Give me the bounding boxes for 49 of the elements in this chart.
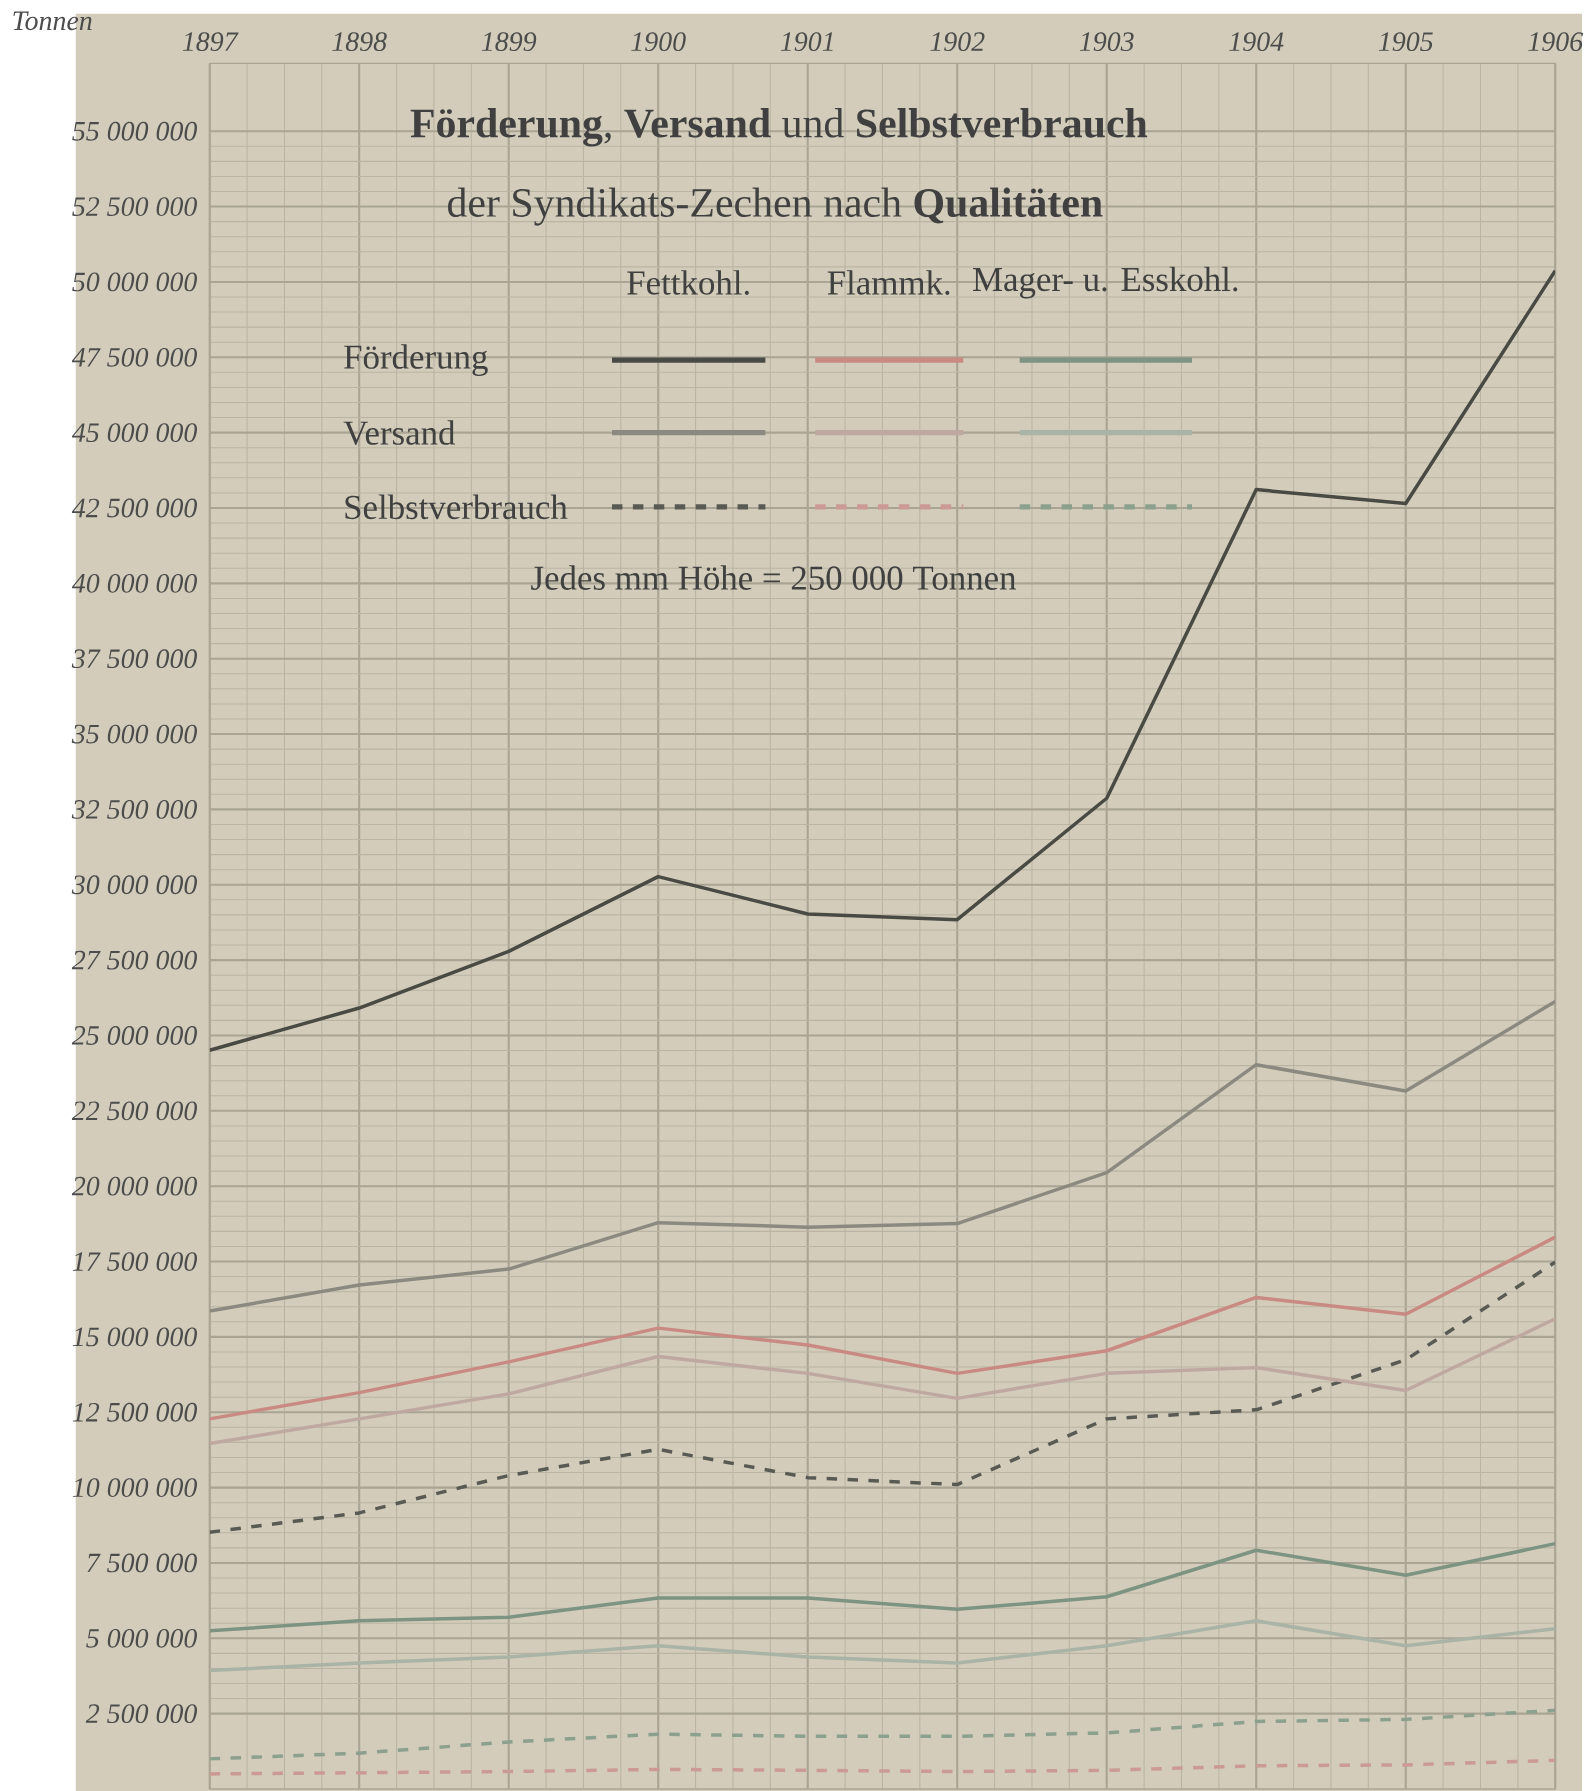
- y-tick-label: 20 000 000: [71, 1176, 198, 1196]
- y-tick-label: 27 500 000: [71, 950, 198, 970]
- x-tick-label: 1897: [182, 32, 239, 52]
- y-tick-label: 5 000 000: [86, 1628, 198, 1648]
- annotation: Jedes mm Höhe = 250 000 Tonnen: [531, 565, 1017, 590]
- annotation: Fettkohl.: [627, 270, 750, 295]
- annotation: Flammk.: [827, 270, 950, 295]
- y-tick-label: 52 500 000: [72, 197, 198, 216]
- y-axis-title: Tonnen: [13, 11, 92, 31]
- line-series: [209, 999, 1556, 1313]
- line-series: [209, 1541, 1556, 1633]
- y-tick-label: 42 500 000: [72, 498, 198, 518]
- x-tick-label: 1904: [1229, 32, 1284, 52]
- x-tick-label: 1906: [1528, 32, 1584, 52]
- annotation: Mager- u. Esskohl.: [973, 266, 1238, 299]
- text: der Syndikats-Zechen nach Qualitäten: [448, 187, 1103, 226]
- line-series: [209, 1260, 1556, 1534]
- y-tick-label: 7 500 000: [87, 1553, 198, 1573]
- y-tick-label: 37 500 000: [71, 649, 198, 669]
- x-tick-label: 1898: [332, 32, 387, 52]
- y-tick-label: 17 500 000: [72, 1252, 198, 1271]
- annotation: Förderung: [344, 344, 488, 377]
- annotation: Versand: [343, 420, 456, 446]
- y-tick-label: 30 000 000: [71, 875, 198, 895]
- y-tick-label: 10 000 000: [72, 1478, 198, 1498]
- y-tick-label: 32 500 000: [71, 800, 198, 819]
- x-tick-label: 1901: [780, 32, 833, 52]
- x-tick-label: 1900: [631, 32, 686, 52]
- line-series: [209, 1708, 1556, 1761]
- x-tick-label: 1905: [1378, 32, 1433, 52]
- line-series: [209, 1619, 1556, 1673]
- line-series: [209, 1235, 1556, 1421]
- y-tick-label: 47 500 000: [72, 347, 198, 367]
- x-tick-label: 1899: [481, 32, 537, 52]
- y-tick-label: 45 000 000: [72, 423, 198, 443]
- x-tick-label: 1902: [930, 32, 985, 52]
- annotation: Selbstverbrauch: [345, 494, 568, 520]
- text: Förderung, Versand und Selbstverbrauch: [410, 108, 1148, 147]
- y-tick-label: 50 000 000: [72, 272, 198, 292]
- y-tick-label: 40 000 000: [72, 573, 198, 593]
- y-tick-label: 2 500 000: [85, 1704, 198, 1724]
- y-tick-label: 12 500 000: [72, 1402, 198, 1422]
- y-tick-label: 15 000 000: [72, 1327, 198, 1347]
- y-tick-label: 22 500 000: [71, 1101, 198, 1121]
- line-series: [209, 1758, 1556, 1776]
- y-tick-label: 35 000 000: [71, 724, 198, 744]
- y-tick-label: 55 000 000: [72, 121, 198, 141]
- y-tick-label: 25 000 000: [71, 1026, 198, 1045]
- x-tick-label: 1903: [1079, 32, 1134, 52]
